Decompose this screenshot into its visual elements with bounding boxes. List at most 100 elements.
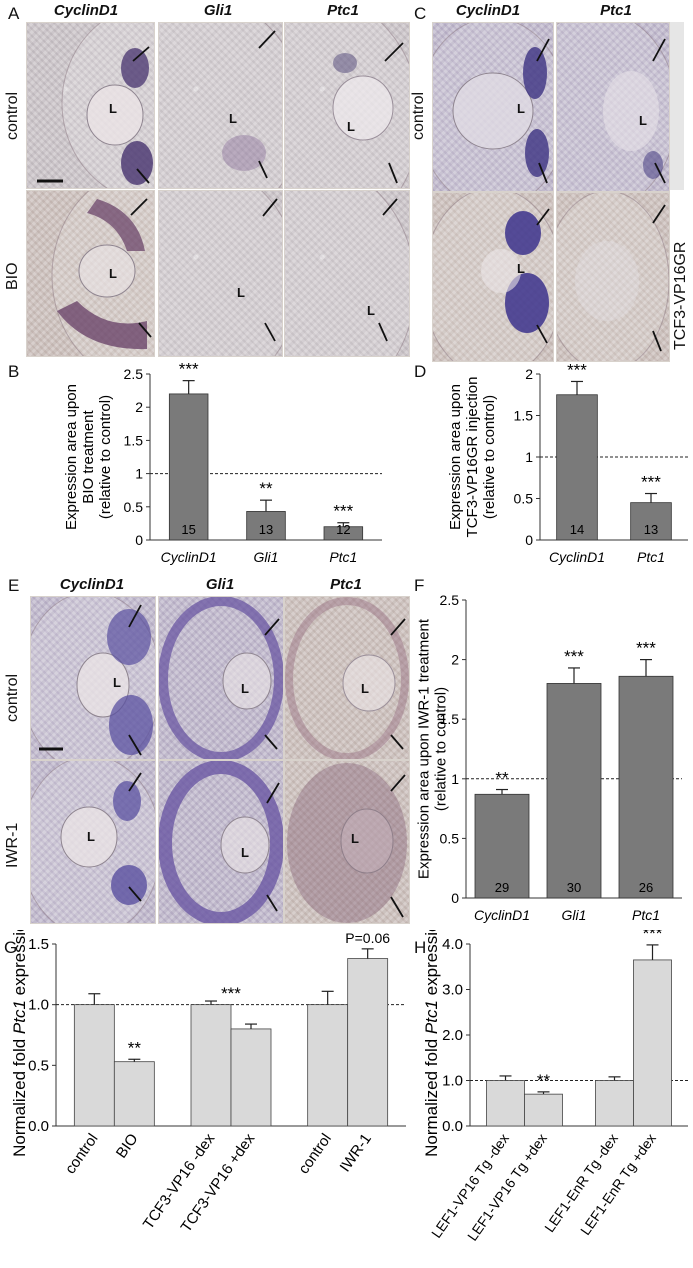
micrograph-a-control-ptc1: L [284, 22, 410, 189]
panel-label-a: A [8, 4, 20, 23]
panel-label-d: D [414, 362, 427, 381]
n-label: 14 [570, 522, 584, 537]
n-label: 13 [644, 522, 658, 537]
category-label: IWR-1 [337, 1131, 375, 1176]
significance-label: ** [259, 479, 273, 498]
column-header-e-ptc1: Ptc1 [330, 576, 362, 593]
row-label-a-control: control [4, 91, 21, 140]
y-axis-label: Expression area upon [63, 384, 80, 530]
n-label: 15 [181, 522, 195, 537]
y-axis-label-group: Expression area upon IWR-1 treatment (rel… [416, 618, 450, 879]
micrograph-a-bio-ptc1: L [284, 190, 410, 357]
y-axis-label: Expression area upon [447, 384, 464, 530]
y-tick-label: 1.5 [514, 408, 534, 424]
panel-label-h: H [414, 938, 427, 957]
y-axis-label-part: expression [422, 930, 441, 1000]
bar-chart-f: 0 0.5 1 1.5 2 2.5 ** 29 CyclinD1 *** 30 Gli1 *** 26 Pt… [416, 592, 682, 923]
bar-chart-b: 00.511.522.5 ***15CyclinD1**13Gli1***12Pt… [63, 360, 382, 565]
y-tick-label: 0 [135, 532, 143, 548]
bar [486, 1080, 525, 1127]
micrograph-e-iwr1-gli1: L [158, 760, 284, 924]
y-tick-label: 1 [135, 466, 143, 482]
bar [556, 394, 598, 541]
y-axis-label: Normalized fold Ptc1 expression [422, 930, 441, 1157]
bar [190, 1004, 232, 1127]
lens-label: L [517, 261, 525, 276]
y-tick-label: 2 [451, 652, 459, 668]
y-axis-label-group: Expression area upon TCF3-VP16GR injectio… [447, 377, 498, 538]
y-tick-label: 2.5 [440, 592, 460, 608]
column-header-c-cyclind1: CyclinD1 [455, 2, 521, 19]
panel-label-b: B [8, 362, 20, 381]
column-header-a-ptc1: Ptc1 [327, 2, 359, 19]
lens-label: L [113, 675, 121, 690]
panel-label-g: G [4, 938, 18, 957]
category-label: Gli1 [254, 549, 279, 565]
category-label: CyclinD1 [549, 549, 605, 565]
row-label-a-bio: BIO [4, 262, 21, 290]
y-tick-label: 4.0 [442, 936, 463, 953]
y-tick-label: 1.0 [28, 997, 49, 1014]
category-label: CyclinD1 [474, 907, 530, 923]
significance-label: *** [641, 473, 661, 492]
category-label: Ptc1 [637, 549, 665, 565]
y-tick-label: 1.5 [440, 711, 460, 727]
micrograph-c-edge [670, 22, 684, 190]
bar [630, 502, 672, 541]
y-axis-label-part: Ptc1 [10, 1000, 29, 1034]
significance-label: ** [495, 769, 509, 788]
micrograph-e-iwr1-ptc1: L [284, 760, 410, 924]
lens-label: L [347, 119, 355, 134]
panel-label-e: E [8, 576, 20, 595]
bar [633, 959, 672, 1127]
n-label: 13 [259, 522, 273, 537]
category-label: control [295, 1131, 335, 1178]
bar [546, 683, 602, 899]
bar [307, 1004, 349, 1127]
category-label: Gli1 [562, 907, 587, 923]
y-axis-label: Normalized fold Ptc1 expression [10, 930, 29, 1157]
y-tick-label: 0 [525, 532, 533, 548]
bar [246, 511, 286, 541]
y-tick-label: 2 [135, 399, 143, 415]
y-axis-label: TCF3-VP16GR injection [464, 377, 481, 538]
lens-label: L [367, 303, 375, 318]
category-label: CyclinD1 [161, 549, 217, 565]
micrograph-e-control-ptc1: L [284, 596, 410, 760]
n-label: 26 [639, 880, 653, 895]
y-tick-label: 0.0 [28, 1118, 49, 1135]
bar [524, 1093, 563, 1127]
category-label: control [62, 1131, 102, 1178]
panel-label-f: F [414, 576, 425, 595]
y-axis-label-part: Normalized fold [10, 1034, 29, 1157]
significance-label: P=0.06 [345, 930, 390, 946]
y-tick-label: 1 [525, 449, 533, 465]
bar [474, 793, 530, 899]
y-tick-label: 0.5 [514, 491, 534, 507]
column-header-c-ptc1: Ptc1 [600, 2, 632, 19]
significance-label: ** [128, 1038, 142, 1057]
lens-label: L [639, 113, 647, 128]
lens-label: L [229, 111, 237, 126]
micrograph-a-bio-cyclind1: L [26, 190, 155, 357]
y-axis-label-part: expression [10, 930, 29, 1000]
y-axis-label: (relative to control) [481, 395, 498, 519]
bar [230, 1028, 272, 1127]
y-tick-label: 0.5 [440, 830, 460, 846]
row-label-c-tcf3-vp16gr: TCF3-VP16GR [672, 241, 689, 350]
y-axis-label-part: Normalized fold [422, 1034, 441, 1157]
y-tick-label: 0.5 [124, 499, 144, 515]
lens-label: L [87, 829, 95, 844]
significance-label: *** [333, 502, 353, 521]
row-label-e-iwr-1: IWR-1 [4, 822, 21, 868]
micrograph-e-iwr1-cyclind1: L [30, 760, 156, 924]
column-header-a-cyclind1: CyclinD1 [53, 2, 119, 19]
micrograph-a-control-cyclind1: L [26, 22, 155, 189]
y-tick-label: 0 [451, 890, 459, 906]
significance-label: ** [537, 1071, 551, 1090]
category-label: TCF3-VP16 -dex [140, 1130, 219, 1232]
bar [168, 393, 209, 541]
significance-label: *** [636, 639, 656, 658]
lens-label: L [361, 681, 369, 696]
